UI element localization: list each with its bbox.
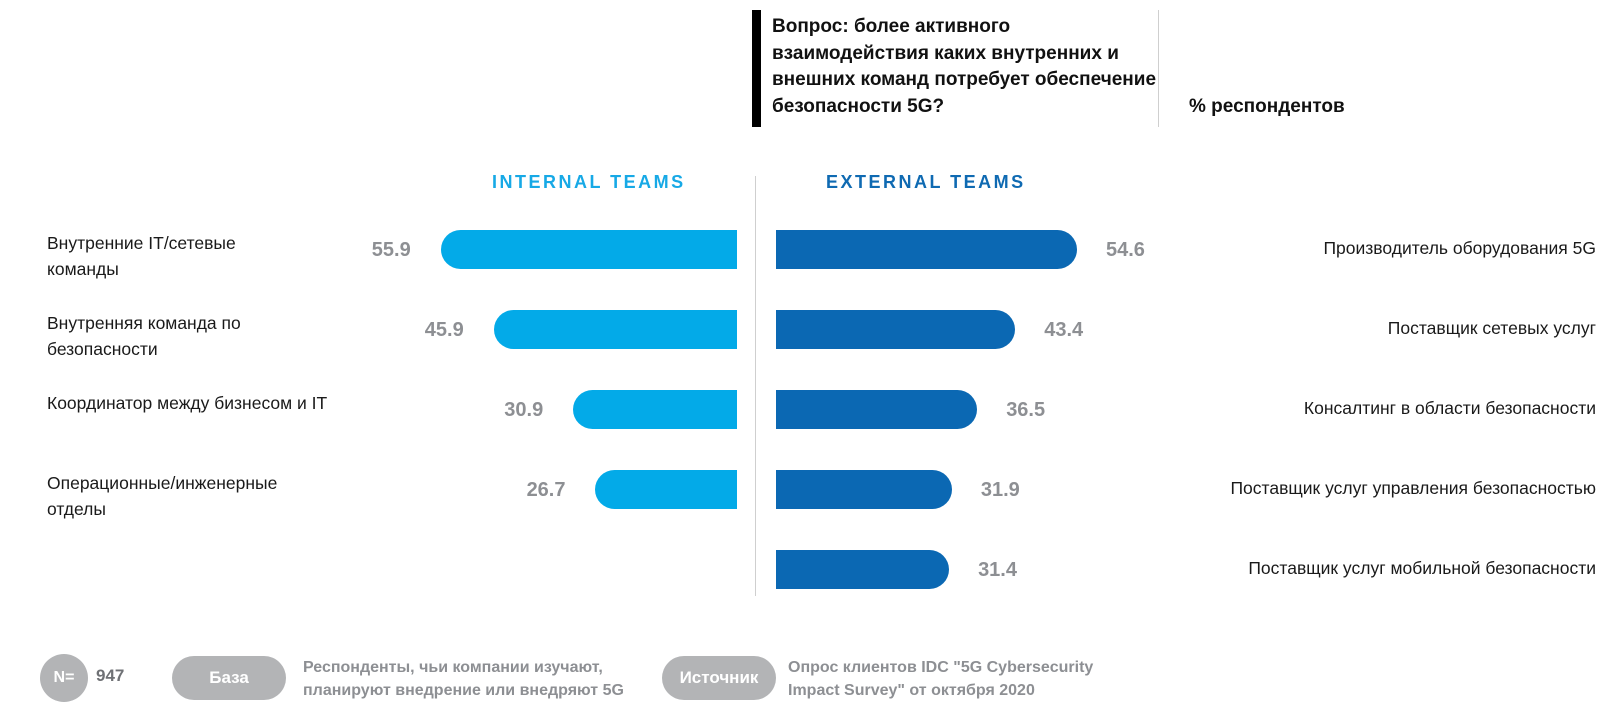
- external-bar: [776, 470, 952, 509]
- external-category-label: Консалтинг в области безопасности: [1303, 398, 1596, 418]
- external-value-label: 54.6: [1105, 239, 1145, 261]
- unit-label: % респондентов: [1189, 96, 1345, 117]
- source-description: Опрос клиентов IDC "5G Cybersecurity Imp…: [788, 659, 1094, 699]
- base-description: Респонденты, чьи компании изучают, плани…: [303, 659, 624, 699]
- source-badge: Источник: [662, 656, 776, 700]
- internal-category-label: Внутренняя команда по безопасности: [47, 313, 241, 359]
- n-value: 947: [96, 666, 125, 685]
- internal-value-label: 55.9: [371, 239, 411, 261]
- question-text: Вопрос: более активного взаимодействия к…: [772, 16, 1157, 117]
- internal-category-label: Координатор между бизнесом и IT: [47, 393, 328, 413]
- external-category-label: Производитель оборудования 5G: [1323, 238, 1596, 258]
- external-value-label: 31.9: [980, 479, 1020, 501]
- external-bar: [776, 550, 950, 589]
- external-value-label: 43.4: [1044, 319, 1084, 341]
- center-divider: [755, 176, 756, 596]
- internal-category-label: Внутренние IT/сетевые команды: [47, 233, 236, 279]
- external-bar: [776, 390, 978, 429]
- internal-value-label: 45.9: [424, 319, 464, 341]
- header-divider: [1158, 10, 1159, 127]
- internal-value-label: 26.7: [526, 479, 566, 501]
- internal-bar: [493, 310, 737, 349]
- external-teams-heading: EXTERNAL TEAMS: [826, 172, 1026, 192]
- internal-bar: [595, 470, 737, 509]
- external-category-label: Поставщик сетевых услуг: [1387, 318, 1596, 338]
- internal-value-label: 30.9: [504, 399, 544, 421]
- external-bar: [776, 230, 1077, 269]
- internal-bar: [573, 390, 737, 429]
- internal-bar: [440, 230, 737, 269]
- external-bar: [776, 310, 1016, 349]
- internal-teams-heading: INTERNAL TEAMS: [492, 172, 686, 192]
- external-category-label: Поставщик услуг управления безопасностью: [1230, 478, 1596, 498]
- base-badge: База: [172, 656, 286, 700]
- n-badge: N=: [40, 654, 88, 702]
- external-value-label: 36.5: [1006, 399, 1046, 421]
- internal-category-label: Операционные/инженерные отделы: [47, 473, 278, 519]
- question-accent-bar: [752, 10, 761, 127]
- external-value-label: 31.4: [978, 559, 1017, 581]
- external-category-label: Поставщик услуг мобильной безопасности: [1248, 558, 1596, 578]
